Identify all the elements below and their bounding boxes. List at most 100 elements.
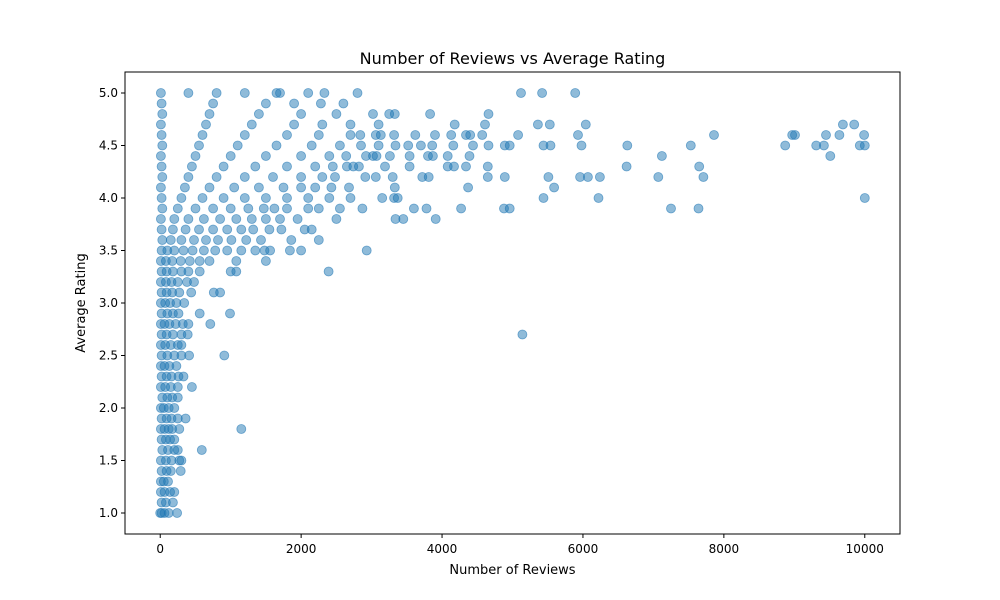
scatter-point — [229, 182, 240, 193]
x-axis-label: Number of Reviews — [449, 563, 575, 578]
scatter-point — [155, 88, 166, 98]
scatter-point — [175, 256, 186, 266]
scatter-point — [303, 193, 314, 203]
scatter-point — [222, 224, 233, 235]
scatter-point — [156, 193, 167, 203]
x-tick-label: 6000 — [568, 542, 599, 556]
scatter-point — [408, 203, 419, 214]
scatter-point — [250, 161, 261, 172]
scatter-point — [296, 182, 307, 193]
y-tick-label: 1.5 — [99, 454, 118, 468]
scatter-point — [545, 140, 556, 151]
scatter-point — [271, 140, 282, 151]
scatter-point — [260, 256, 271, 266]
scatter-point — [169, 245, 180, 256]
scatter-point — [197, 130, 208, 140]
y-tick-label: 4.0 — [99, 191, 118, 205]
scatter-point — [483, 109, 494, 119]
scatter-point — [225, 151, 236, 161]
scatter-point — [225, 203, 236, 214]
scatter-point — [197, 193, 208, 203]
scatter-point — [275, 88, 285, 98]
scatter-point — [390, 140, 401, 151]
scatter-point — [373, 140, 384, 151]
scatter-point — [446, 130, 457, 140]
scatter-point — [289, 119, 300, 130]
scatter-point — [282, 203, 292, 214]
scatter-point — [464, 151, 475, 161]
y-tick-label: 3.5 — [99, 244, 118, 258]
scatter-point — [653, 172, 664, 182]
scatter-point — [504, 203, 515, 214]
scatter-point — [189, 235, 199, 245]
scatter-point — [282, 161, 292, 172]
scatter-point — [324, 151, 335, 161]
scatter-point — [186, 161, 197, 172]
scatter-point — [174, 424, 185, 434]
scatter-point — [239, 130, 250, 140]
x-tick-label: 2000 — [286, 542, 317, 556]
scatter-point — [204, 256, 215, 266]
scatter-point — [583, 172, 593, 182]
scatter-point — [657, 151, 667, 161]
scatter-point — [313, 130, 324, 140]
scatter-point — [219, 350, 230, 361]
scatter-point — [208, 98, 219, 109]
scatter-point — [278, 182, 289, 193]
scatter-point — [360, 172, 371, 182]
scatter-point — [370, 172, 381, 182]
scatter-point — [169, 403, 180, 413]
scatter-point — [186, 287, 197, 298]
scatter-point — [167, 224, 178, 235]
scatter-point — [410, 130, 421, 140]
scatter-point — [172, 203, 183, 214]
scatter-point — [183, 266, 194, 277]
scatter-point — [306, 140, 317, 151]
scatter-point — [849, 119, 860, 130]
scatter-point — [387, 172, 398, 182]
scatter-point — [334, 140, 345, 151]
x-axis: 0 2000 4000 6000 8000 10000 — [156, 534, 884, 556]
scatter-point — [331, 214, 342, 224]
scatter-point — [296, 172, 307, 182]
scatter-point — [183, 319, 194, 329]
scatter-point — [231, 214, 242, 224]
scatter-point — [317, 119, 328, 130]
y-tick-label: 5.0 — [99, 86, 118, 100]
scatter-point — [859, 130, 869, 140]
scatter-point — [165, 235, 176, 245]
scatter-point — [190, 203, 201, 214]
x-tick-label: 8000 — [709, 542, 740, 556]
scatter-point — [215, 287, 226, 298]
scatter-point — [205, 319, 216, 329]
scatter-point — [179, 182, 190, 193]
scatter-point — [167, 329, 178, 340]
scatter-point — [169, 434, 180, 445]
scatter-point — [356, 140, 366, 151]
scatter-point — [186, 382, 197, 392]
scatter-point — [595, 172, 605, 182]
scatter-point — [176, 455, 187, 466]
scatter-point — [246, 119, 257, 130]
scatter-point — [427, 151, 438, 161]
scatter-point — [156, 161, 167, 172]
scatter-point — [313, 203, 324, 214]
scatter-point — [183, 88, 194, 98]
scatter-point — [165, 466, 176, 476]
scatter-point — [859, 193, 870, 203]
scatter-point — [427, 140, 438, 151]
scatter-point — [398, 214, 409, 224]
scatter-point — [317, 172, 328, 182]
points-layer — [155, 88, 870, 518]
scatter-point — [239, 193, 250, 203]
y-tick-label: 2.0 — [99, 401, 118, 415]
scatter-point — [306, 224, 317, 235]
scatter-point — [430, 130, 440, 140]
scatter-point — [248, 224, 259, 235]
scatter-point — [331, 109, 342, 119]
scatter-point — [172, 277, 183, 287]
scatter-point — [415, 140, 426, 151]
scatter-point — [226, 235, 237, 245]
scatter-point — [201, 235, 211, 245]
scatter-point — [183, 172, 194, 182]
